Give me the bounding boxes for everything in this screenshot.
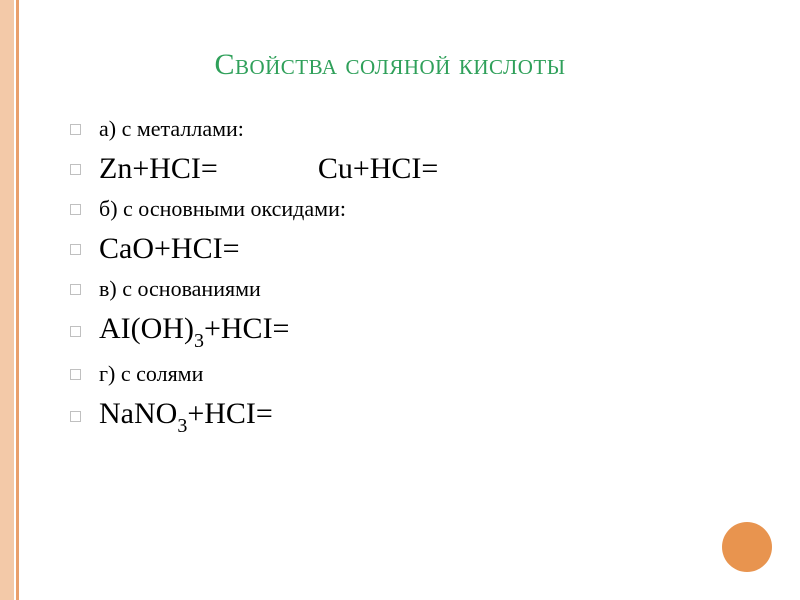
bullet-icon <box>70 164 81 175</box>
section-label: в) с основаниями <box>99 276 261 302</box>
section-label: а) с металлами: <box>99 116 244 142</box>
bullet-icon <box>70 204 81 215</box>
chemical-formula: NaNO3+HCI= <box>99 397 273 436</box>
list-item: Zn+HCI=Cu+HCI= <box>70 152 760 186</box>
content-list: а) с металлами: Zn+HCI=Cu+HCI= б) с осно… <box>70 116 760 436</box>
section-label: б) с основными оксидами: <box>99 196 346 222</box>
list-item: CaO+HCI= <box>70 232 760 266</box>
bullet-icon <box>70 124 81 135</box>
border-outer-stripe <box>0 0 14 600</box>
slide-title: Свойства соляной кислоты <box>20 48 760 82</box>
list-item: NaNO3+HCI= <box>70 397 760 436</box>
list-item: а) с металлами: <box>70 116 760 142</box>
section-label: г) с солями <box>99 361 203 387</box>
border-inner-stripe <box>16 0 19 600</box>
bullet-icon <box>70 411 81 422</box>
bullet-icon <box>70 326 81 337</box>
bullet-icon <box>70 369 81 380</box>
list-item: AI(OH)3+HCI= <box>70 312 760 351</box>
bullet-icon <box>70 284 81 295</box>
list-item: б) с основными оксидами: <box>70 196 760 222</box>
left-accent-border <box>0 0 18 600</box>
list-item: в) с основаниями <box>70 276 760 302</box>
chemical-formula: Zn+HCI=Cu+HCI= <box>99 152 438 186</box>
chemical-formula: CaO+HCI= <box>99 232 240 266</box>
chemical-formula: AI(OH)3+HCI= <box>99 312 289 351</box>
accent-circle-icon <box>722 522 772 572</box>
slide: Свойства соляной кислоты а) с металлами:… <box>0 0 800 600</box>
bullet-icon <box>70 244 81 255</box>
list-item: г) с солями <box>70 361 760 387</box>
